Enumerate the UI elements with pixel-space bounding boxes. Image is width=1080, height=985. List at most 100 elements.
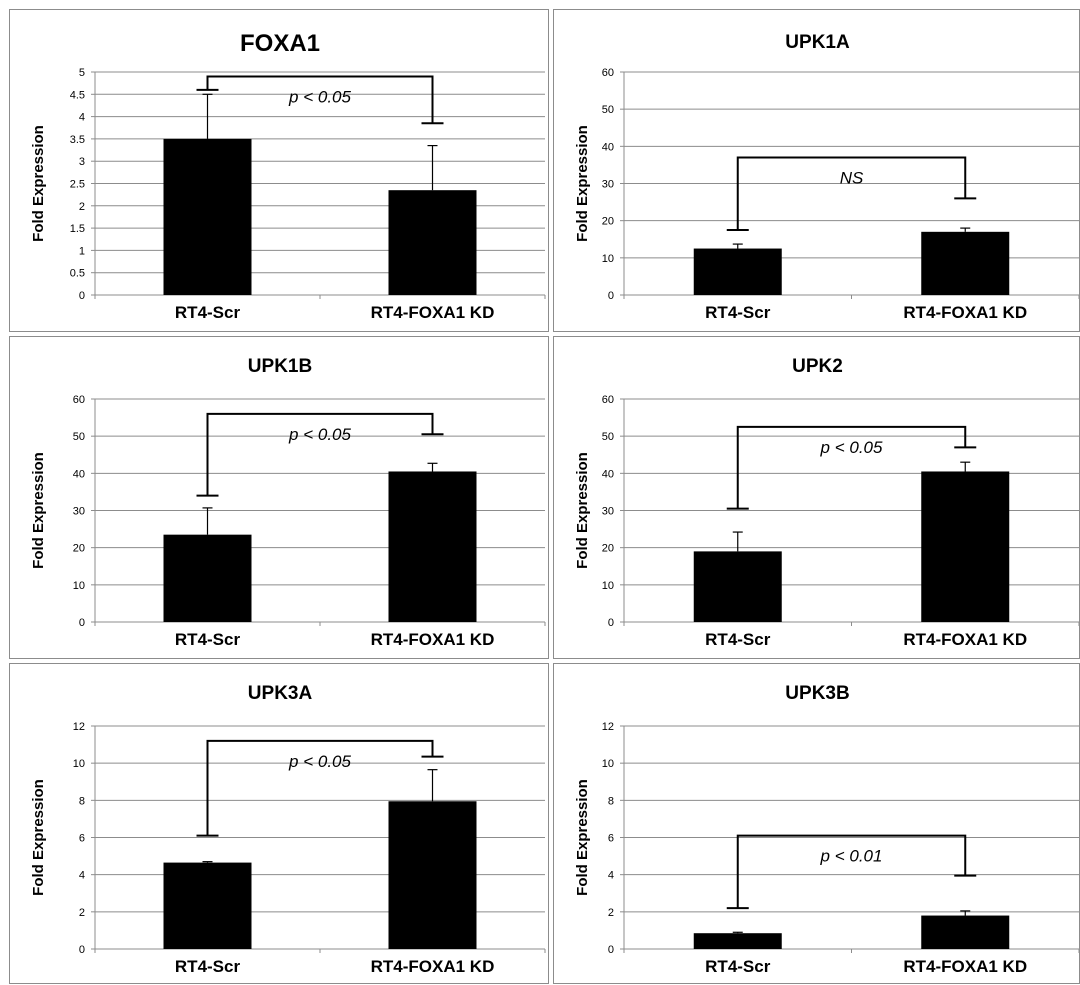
y-tick-label: 0 <box>79 290 85 302</box>
bar-scr <box>693 248 782 295</box>
category-label: RT4-Scr <box>175 957 241 976</box>
y-tick-label: 20 <box>73 543 85 555</box>
y-tick-label: 2 <box>79 907 85 919</box>
y-tick-label: 20 <box>602 216 614 228</box>
y-tick-label: 60 <box>602 67 614 79</box>
chart-panel-upk1a: UPK1A 0 10 20 30 40 50 60 Fold Expression RT4-Scr… <box>553 9 1080 332</box>
chart-panel-upk3b: UPK3B 0 2 4 6 8 10 12 Fold Expression RT4-Scr RT4-… <box>553 663 1080 984</box>
significance-label: p < 0.05 <box>288 425 351 444</box>
chart-title: UPK1A <box>785 32 850 53</box>
y-tick-label: 10 <box>73 580 85 592</box>
category-label: RT4-FOXA1 KD <box>371 630 495 649</box>
bar-scr <box>163 534 252 622</box>
significance-bracket <box>736 834 967 909</box>
y-tick-label: 4 <box>79 112 85 124</box>
category-label: RT4-Scr <box>705 303 771 322</box>
y-tick-label: 0.5 <box>70 268 85 280</box>
y-tick-label: 50 <box>73 431 85 443</box>
significance-label: p < 0.05 <box>820 438 883 457</box>
category-label: RT4-FOXA1 KD <box>371 957 495 976</box>
bar-kd <box>921 231 1010 295</box>
y-tick-label: 8 <box>79 795 85 807</box>
significance-bracket <box>206 75 434 124</box>
y-axis-label: Fold Expression <box>30 125 47 242</box>
significance-label: p < 0.05 <box>288 752 351 771</box>
chart-svg: UPK1A 0 10 20 30 40 50 60 Fold Expression RT4-Scr… <box>574 32 1080 322</box>
y-tick-label: 5 <box>79 67 85 79</box>
y-tick-label: 40 <box>602 468 614 480</box>
significance-bracket <box>206 739 434 836</box>
y-tick-label: 4 <box>608 870 614 882</box>
y-tick-label: 1 <box>79 245 85 257</box>
y-tick-label: 2.5 <box>70 179 85 191</box>
chart-panel-upk2: UPK2 0 10 20 30 40 50 60 Fold Expression RT4-Scr R… <box>553 336 1080 659</box>
y-tick-label: 50 <box>602 431 614 443</box>
y-tick-label: 10 <box>73 758 85 770</box>
category-label: RT4-Scr <box>705 957 771 976</box>
chart-panel-upk1b: UPK1B 0 10 20 30 40 50 60 Fold Expression RT4-Scr… <box>9 336 549 659</box>
chart-panel-foxa1: FOXA1 0 0.5 1 1.5 2 2.5 3 3.5 4 4.5 5 Fold Expressio… <box>9 9 549 332</box>
y-tick-label: 2 <box>79 201 85 213</box>
bar-scr <box>163 862 252 949</box>
chart-title: UPK1B <box>248 356 312 377</box>
y-tick-label: 6 <box>79 833 85 845</box>
bar-kd <box>388 190 477 295</box>
y-tick-label: 30 <box>602 179 614 191</box>
y-tick-label: 60 <box>73 394 85 406</box>
bar-scr <box>693 551 782 622</box>
y-tick-label: 8 <box>608 795 614 807</box>
y-axis-label: Fold Expression <box>574 779 591 896</box>
chart-title: UPK3A <box>248 683 313 704</box>
y-axis-label: Fold Expression <box>30 452 47 569</box>
bar-scr <box>163 138 252 295</box>
y-tick-label: 10 <box>602 253 614 265</box>
chart-svg: UPK3A 0 2 4 6 8 10 12 Fold Expression RT4-Scr RT4-… <box>30 683 546 976</box>
category-label: RT4-FOXA1 KD <box>903 303 1027 322</box>
y-tick-label: 4.5 <box>70 89 85 101</box>
bar-scr <box>693 933 782 949</box>
y-tick-label: 12 <box>602 721 614 733</box>
y-tick-label: 0 <box>608 944 614 956</box>
chart-svg: UPK2 0 10 20 30 40 50 60 Fold Expression RT4-Scr R… <box>574 356 1080 649</box>
y-tick-label: 30 <box>73 506 85 518</box>
significance-label: p < 0.05 <box>288 87 351 106</box>
category-label: RT4-Scr <box>175 303 241 322</box>
significance-bracket <box>736 156 967 230</box>
y-tick-label: 3 <box>79 156 85 168</box>
y-tick-label: 0 <box>608 617 614 629</box>
y-tick-label: 20 <box>602 543 614 555</box>
y-tick-label: 12 <box>73 721 85 733</box>
bar-kd <box>388 471 477 622</box>
category-label: RT4-Scr <box>175 630 241 649</box>
y-tick-label: 60 <box>602 394 614 406</box>
y-axis-label: Fold Expression <box>30 779 47 896</box>
y-tick-label: 0 <box>608 290 614 302</box>
y-tick-label: 30 <box>602 506 614 518</box>
significance-bracket <box>206 412 434 496</box>
chart-title: FOXA1 <box>240 30 320 57</box>
category-label: RT4-Scr <box>705 630 771 649</box>
y-tick-label: 10 <box>602 580 614 592</box>
chart-svg: UPK1B 0 10 20 30 40 50 60 Fold Expression RT4-Scr… <box>30 356 546 649</box>
chart-svg: FOXA1 0 0.5 1 1.5 2 2.5 3 3.5 4 4.5 5 Fold Expressio… <box>30 30 546 322</box>
chart-title: UPK2 <box>792 356 843 377</box>
y-tick-label: 0 <box>79 944 85 956</box>
y-tick-label: 4 <box>79 870 85 882</box>
significance-bracket <box>736 425 967 509</box>
bar-kd <box>921 915 1010 949</box>
y-tick-label: 0 <box>79 617 85 629</box>
y-axis-label: Fold Expression <box>574 452 591 569</box>
y-tick-label: 6 <box>608 833 614 845</box>
y-axis-label: Fold Expression <box>574 125 591 242</box>
y-tick-label: 40 <box>602 141 614 153</box>
significance-label: NS <box>840 168 864 187</box>
chart-svg: UPK3B 0 2 4 6 8 10 12 Fold Expression RT4-Scr RT4-… <box>574 683 1080 976</box>
y-tick-label: 3.5 <box>70 134 85 146</box>
y-tick-label: 2 <box>608 907 614 919</box>
category-label: RT4-FOXA1 KD <box>371 303 495 322</box>
significance-label: p < 0.01 <box>820 847 883 866</box>
chart-panel-upk3a: UPK3A 0 2 4 6 8 10 12 Fold Expression RT4-Scr RT4-… <box>9 663 549 984</box>
y-tick-label: 1.5 <box>70 223 85 235</box>
chart-title: UPK3B <box>785 683 849 704</box>
